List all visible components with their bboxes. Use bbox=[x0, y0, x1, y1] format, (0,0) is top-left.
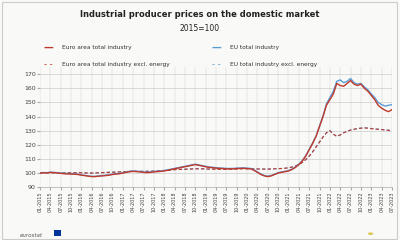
Text: —: — bbox=[212, 43, 222, 53]
Text: —: — bbox=[44, 43, 54, 53]
Text: EU total industry: EU total industry bbox=[230, 46, 279, 50]
Text: Euro area total industry excl. energy: Euro area total industry excl. energy bbox=[62, 62, 170, 67]
Text: EU total industry excl. energy: EU total industry excl. energy bbox=[230, 62, 317, 67]
Text: 2015=100: 2015=100 bbox=[180, 24, 220, 33]
Text: Euro area total industry: Euro area total industry bbox=[62, 46, 132, 50]
Text: - -: - - bbox=[212, 60, 221, 69]
Text: eurostat: eurostat bbox=[20, 233, 43, 238]
Text: ✏: ✏ bbox=[368, 232, 374, 238]
Text: - -: - - bbox=[44, 60, 53, 69]
Text: Industrial producer prices on the domestic market: Industrial producer prices on the domest… bbox=[80, 10, 320, 19]
